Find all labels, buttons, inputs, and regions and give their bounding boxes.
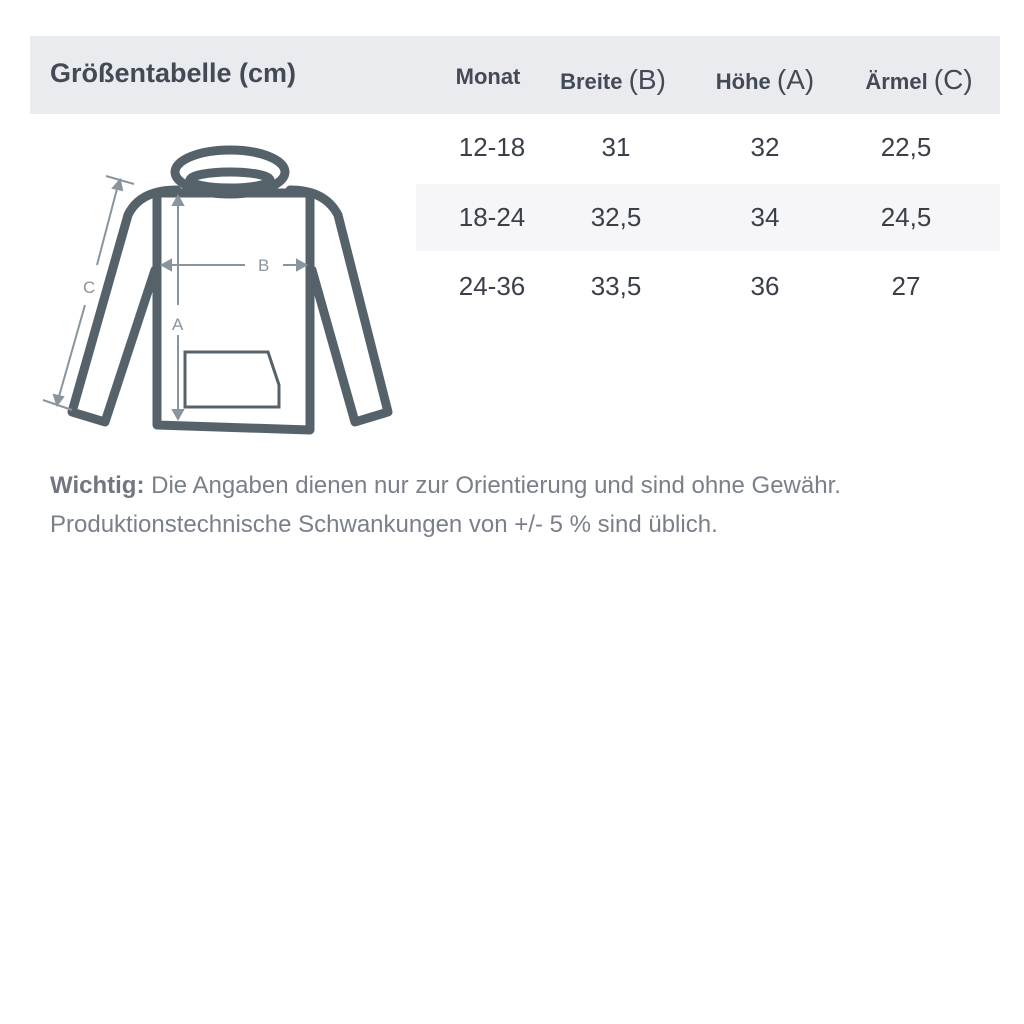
cell: 22,5 [880, 132, 932, 162]
cell: 31 [601, 132, 631, 162]
page-title: Größentabelle (cm) [50, 58, 297, 88]
column-header-sleeve: Ärmel (C) [865, 64, 973, 95]
label-c: C [83, 278, 95, 297]
row-stripe [416, 184, 1000, 251]
cell: 34 [750, 202, 780, 232]
cell: 24,5 [880, 202, 932, 232]
measure-arrows-icon [42, 175, 309, 422]
label-b: B [258, 256, 269, 275]
label-a: A [172, 315, 184, 334]
cell: 36 [750, 271, 780, 301]
hoodie-icon [67, 145, 393, 435]
cell: 18-24 [458, 202, 526, 232]
hoodie-diagram: B A C [42, 145, 393, 435]
table-header: Größentabelle (cm) Monat Breite (B) Höhe… [30, 36, 1000, 114]
note-label: Wichtig: [50, 472, 145, 499]
cell: 24-36 [458, 271, 526, 301]
pocket-icon [183, 350, 281, 409]
cell: 27 [891, 271, 921, 301]
column-header-month: Monat [455, 64, 521, 89]
note-line2: Produktionstechnische Schwankungen von +… [50, 511, 718, 538]
column-header-height: Höhe (A) [715, 64, 815, 95]
disclaimer-note: Wichtig: Die Angaben dienen nur zur Orie… [50, 466, 841, 544]
column-header-width: Breite (B) [560, 64, 666, 95]
cell: 32 [750, 132, 780, 162]
cell: 12-18 [458, 132, 526, 162]
cell: 33,5 [590, 271, 642, 301]
note-line1: Die Angaben dienen nur zur Orientierung … [144, 472, 841, 499]
cell: 32,5 [590, 202, 642, 232]
